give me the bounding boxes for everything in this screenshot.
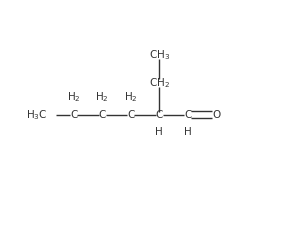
Text: C: C: [70, 110, 78, 120]
Text: H$_2$: H$_2$: [67, 90, 81, 104]
Text: C: C: [98, 110, 106, 120]
Text: O: O: [212, 110, 220, 120]
Text: H: H: [184, 127, 192, 137]
Text: C: C: [184, 110, 192, 120]
Text: H$_3$C: H$_3$C: [26, 108, 48, 121]
Text: H: H: [155, 127, 163, 137]
Text: H$_2$: H$_2$: [124, 90, 138, 104]
Text: CH$_3$: CH$_3$: [149, 48, 170, 62]
Text: CH$_2$: CH$_2$: [149, 76, 170, 90]
Text: C: C: [127, 110, 134, 120]
Text: H$_2$: H$_2$: [95, 90, 109, 104]
Text: C: C: [156, 110, 163, 120]
